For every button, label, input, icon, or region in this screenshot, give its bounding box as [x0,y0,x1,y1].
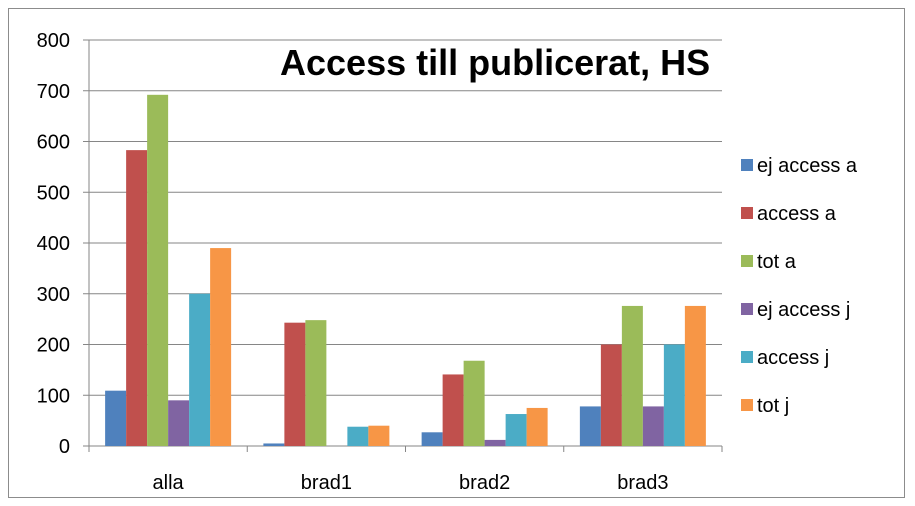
y-tick-label: 700 [37,81,70,103]
legend-label: access j [757,347,829,369]
y-tick-label: 800 [37,30,70,52]
bar [347,426,369,446]
y-tick-label: 300 [37,284,70,306]
y-tick-label: 600 [37,132,70,154]
bar [642,406,664,446]
bar [484,439,506,446]
x-tick-label: brad2 [459,472,510,494]
y-tick-label: 200 [37,335,70,357]
legend-swatch [741,255,753,267]
chart-border [8,8,905,498]
y-tick-label: 0 [59,436,70,458]
bar [421,432,443,446]
x-tick-label: brad1 [301,472,352,494]
legend-label: tot a [757,251,797,273]
bar [663,344,685,446]
legend-label: ej access a [757,155,858,177]
chart-title: Access till publicerat, HS [280,42,711,83]
bar [189,293,211,446]
bar [210,248,232,446]
bar [284,322,306,446]
legend-label: ej access j [757,299,850,321]
x-tick-label: brad3 [617,472,668,494]
bar [526,407,548,446]
bar [263,443,285,446]
legend-swatch [741,159,753,171]
bar [463,360,485,446]
legend-swatch [741,207,753,219]
bar [621,305,643,446]
bar [147,94,169,446]
bar [684,305,706,446]
bar [600,344,622,446]
legend-label: tot j [757,395,789,417]
y-tick-label: 100 [37,385,70,407]
bar [105,390,127,446]
bar [505,414,527,446]
bar [168,400,190,446]
y-tick-label: 400 [37,233,70,255]
bar [305,320,327,446]
legend-swatch [741,303,753,315]
bar [368,425,390,446]
bar [126,150,148,446]
x-tick-label: alla [153,472,185,494]
bar [442,374,464,446]
legend-swatch [741,399,753,411]
legend-swatch [741,351,753,363]
bar [579,406,601,446]
legend-label: access a [757,203,837,225]
y-tick-label: 500 [37,182,70,204]
